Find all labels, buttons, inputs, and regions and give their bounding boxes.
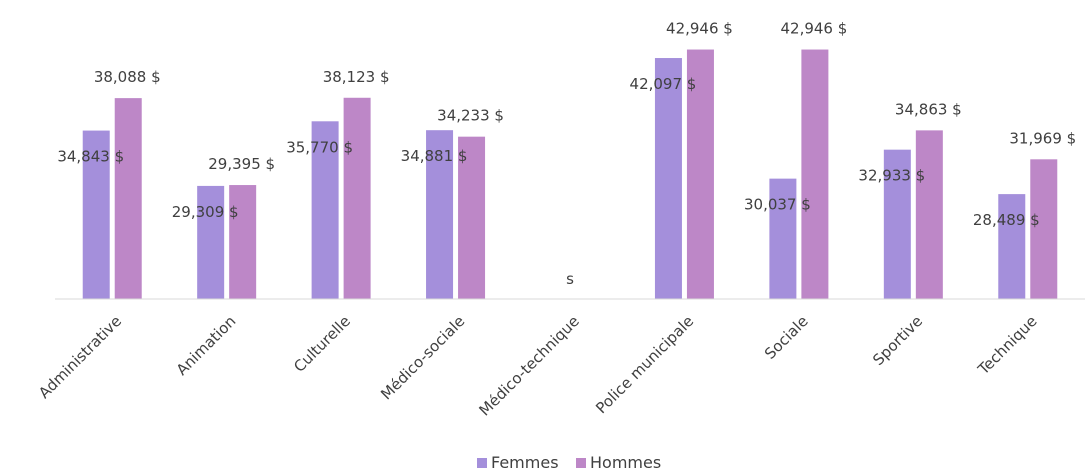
bar-femmes-3 xyxy=(426,130,454,299)
category-label-4: Médico-technique xyxy=(476,312,583,419)
data-label-hommes-8: 31,969 $ xyxy=(1009,129,1076,147)
data-label-femmes-1: 29,309 $ xyxy=(172,203,239,221)
category-label-8: Technique xyxy=(974,312,1041,379)
bar-femmes-1 xyxy=(197,185,225,299)
bar-hommes-3 xyxy=(458,136,486,299)
category-labels-layer: Administrative Animation Culturelle Médico-… xyxy=(35,312,1040,419)
legend-swatch-femmes xyxy=(477,458,487,468)
data-label-femmes-5: 42,097 $ xyxy=(630,75,697,93)
data-label-hommes-1: 29,395 $ xyxy=(208,155,275,173)
data-label-hommes-0: 38,088 $ xyxy=(94,68,161,86)
data-label-hommes-3: 34,233 $ xyxy=(437,107,504,125)
data-labels-layer: 34,843 $ 38,088 $ 29,309 $ 29,395 $ 35,770 $… xyxy=(57,20,1076,288)
bar-hommes-1 xyxy=(229,185,257,299)
category-label-1: Animation xyxy=(173,312,240,379)
bar-hommes-2 xyxy=(343,97,371,300)
data-label-hommes-2: 38,123 $ xyxy=(323,68,390,86)
legend-swatch-hommes xyxy=(576,458,586,468)
data-label-hommes-7: 34,863 $ xyxy=(895,100,962,118)
bar-femmes-2 xyxy=(311,121,339,299)
bar-hommes-7 xyxy=(915,130,943,299)
data-label-femmes-7: 32,933 $ xyxy=(858,167,925,185)
bar-hommes-5 xyxy=(686,49,714,299)
data-label-femmes-3: 34,881 $ xyxy=(401,147,468,165)
bar-femmes-6 xyxy=(769,178,797,299)
bars-layer xyxy=(82,49,1058,300)
category-label-3: Médico-sociale xyxy=(377,312,468,403)
data-label-femmes-4: s xyxy=(566,270,574,288)
bar-femmes-8 xyxy=(998,194,1026,299)
category-label-2: Culturelle xyxy=(290,312,354,376)
data-label-femmes-6: 30,037 $ xyxy=(744,196,811,214)
category-label-0: Administrative xyxy=(35,312,125,402)
legend-label-hommes: Hommes xyxy=(590,453,661,472)
bar-hommes-6 xyxy=(801,49,829,299)
legend-label-femmes: Femmes xyxy=(491,453,559,472)
data-label-femmes-2: 35,770 $ xyxy=(286,138,353,156)
bar-femmes-5 xyxy=(654,58,682,299)
category-label-6: Sociale xyxy=(761,312,812,363)
legend: Femmes Hommes xyxy=(477,453,661,472)
data-label-femmes-0: 34,843 $ xyxy=(57,148,124,166)
bar-femmes-0 xyxy=(82,130,110,299)
category-label-5: Police municipale xyxy=(592,312,697,417)
data-label-hommes-6: 42,946 $ xyxy=(780,20,847,38)
bar-femmes-7 xyxy=(883,149,911,299)
category-label-7: Sportive xyxy=(869,312,926,369)
data-label-hommes-5: 42,946 $ xyxy=(666,20,733,38)
data-label-femmes-8: 28,489 $ xyxy=(973,211,1040,229)
bar-hommes-0 xyxy=(114,98,142,300)
bar-hommes-8 xyxy=(1030,159,1058,299)
